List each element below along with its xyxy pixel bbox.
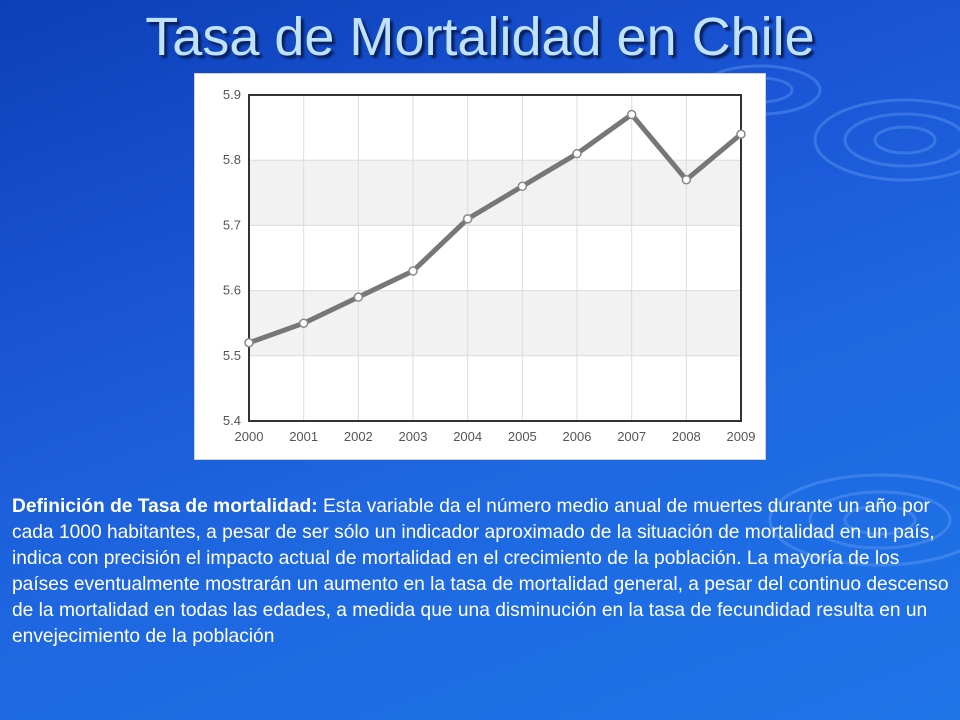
- x-tick-label: 2004: [453, 429, 482, 444]
- data-point: [626, 109, 637, 120]
- data-point: [462, 214, 473, 224]
- chart-svg: 5.4 5.5 5.6 5.7 5.8 5.9 2000 2001 2002 2003 2004 20…: [223, 87, 756, 444]
- line-chart: 5.4 5.5 5.6 5.7 5.8 5.9 2000 2001 2002 2003 2004 20…: [194, 73, 766, 460]
- x-tick-label: 2002: [344, 429, 373, 444]
- series-line: [246, 112, 744, 346]
- y-tick-label: 5.6: [223, 283, 241, 298]
- x-tick-label: 2007: [617, 429, 646, 444]
- x-tick-label: 2005: [508, 429, 537, 444]
- data-point: [353, 292, 364, 302]
- x-tick-label: 2000: [235, 429, 264, 444]
- data-point: [244, 338, 254, 348]
- plot-band: [249, 290, 741, 356]
- data-point: [517, 181, 528, 192]
- definition-text: Esta variable da el número medio anual d…: [12, 496, 949, 647]
- y-tick-label: 5.7: [223, 217, 241, 232]
- definition-paragraph: Definición de Tasa de mortalidad: Esta v…: [12, 494, 952, 650]
- y-tick-label: 5.8: [223, 152, 241, 167]
- x-tick-label: 2006: [563, 429, 592, 444]
- data-point: [572, 148, 582, 159]
- data-point: [408, 266, 418, 276]
- x-tick-label: 2008: [672, 429, 701, 444]
- plot-frame: [248, 94, 742, 422]
- slide-title: Tasa de Mortalidad en Chile: [145, 7, 815, 67]
- plot-band: [249, 160, 741, 226]
- data-point: [736, 129, 746, 139]
- x-tick-label: 2001: [289, 429, 318, 444]
- y-tick-label: 5.9: [223, 87, 241, 102]
- y-tick-label: 5.5: [223, 348, 241, 363]
- definition-term: Definición de Tasa de mortalidad:: [12, 496, 318, 517]
- x-tick-label: 2009: [727, 429, 756, 444]
- data-point: [681, 175, 692, 185]
- y-tick-label: 5.4: [223, 413, 241, 428]
- x-tick-label: 2003: [399, 429, 428, 444]
- data-point: [298, 318, 309, 328]
